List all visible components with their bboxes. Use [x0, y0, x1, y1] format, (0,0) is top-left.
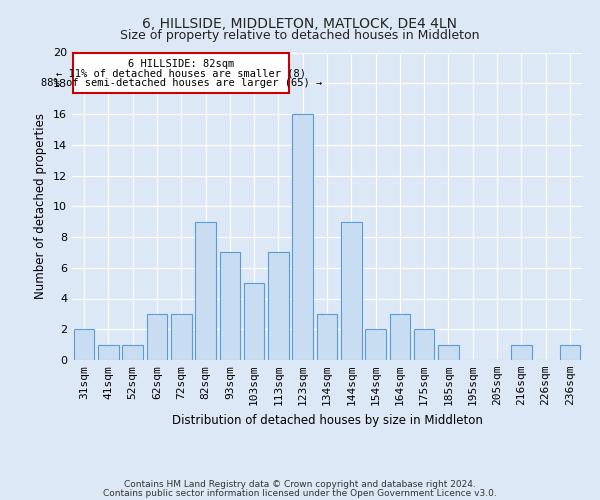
Text: 6, HILLSIDE, MIDDLETON, MATLOCK, DE4 4LN: 6, HILLSIDE, MIDDLETON, MATLOCK, DE4 4LN [143, 18, 458, 32]
Bar [511, 344, 532, 360]
Bar [341, 222, 362, 360]
Bar [146, 314, 167, 360]
Bar [317, 314, 337, 360]
Bar [560, 344, 580, 360]
Text: 6 HILLSIDE: 82sqm: 6 HILLSIDE: 82sqm [128, 60, 235, 70]
Text: Contains public sector information licensed under the Open Government Licence v3: Contains public sector information licen… [103, 490, 497, 498]
Bar [268, 252, 289, 360]
Text: ← 11% of detached houses are smaller (8): ← 11% of detached houses are smaller (8) [56, 68, 306, 78]
Bar [171, 314, 191, 360]
Text: Contains HM Land Registry data © Crown copyright and database right 2024.: Contains HM Land Registry data © Crown c… [124, 480, 476, 489]
Bar [74, 329, 94, 360]
Bar [414, 329, 434, 360]
X-axis label: Distribution of detached houses by size in Middleton: Distribution of detached houses by size … [172, 414, 482, 426]
Bar [220, 252, 240, 360]
FancyBboxPatch shape [73, 52, 289, 93]
Bar [389, 314, 410, 360]
Bar [365, 329, 386, 360]
Bar [244, 283, 265, 360]
Bar [98, 344, 119, 360]
Bar [122, 344, 143, 360]
Bar [438, 344, 459, 360]
Y-axis label: Number of detached properties: Number of detached properties [34, 114, 47, 299]
Text: 88% of semi-detached houses are larger (65) →: 88% of semi-detached houses are larger (… [41, 78, 322, 88]
Bar [195, 222, 216, 360]
Text: Size of property relative to detached houses in Middleton: Size of property relative to detached ho… [120, 29, 480, 42]
Bar [292, 114, 313, 360]
